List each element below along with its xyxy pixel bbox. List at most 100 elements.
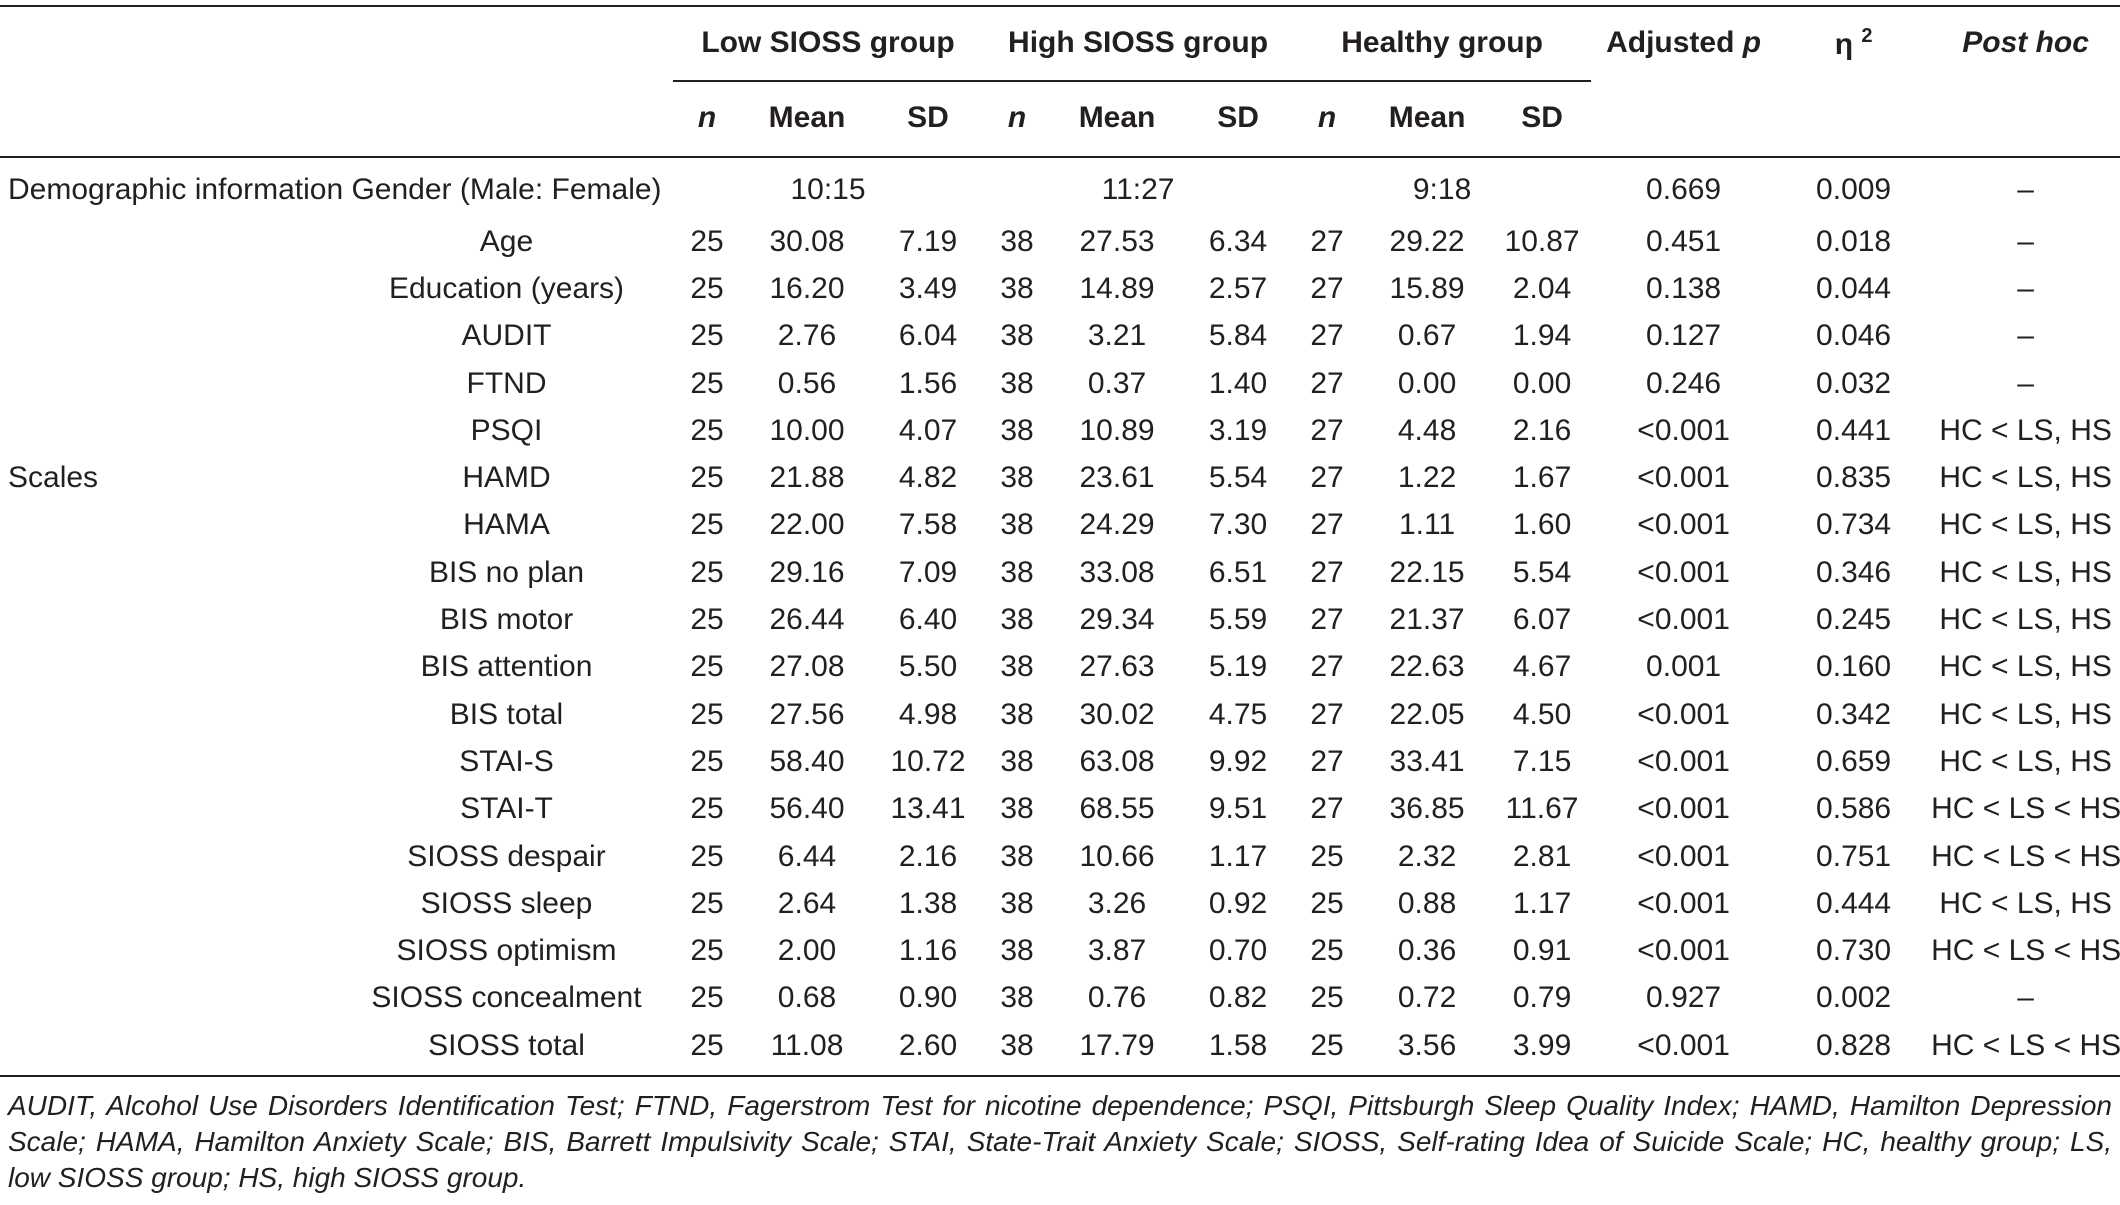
mean-cell: 29.16 xyxy=(769,555,845,589)
section-label xyxy=(0,1022,340,1069)
n-cell: 27 xyxy=(1310,461,1344,495)
n-cell: 27 xyxy=(1310,555,1344,589)
row-label: PSQI xyxy=(470,413,543,447)
header-healthy-group: Healthy group xyxy=(1341,26,1543,59)
n-cell: 38 xyxy=(1000,366,1034,400)
n-cell: 38 xyxy=(1000,603,1034,637)
mean-cell: 33.08 xyxy=(1079,555,1155,589)
table-row: HAMA 25 22.00 7.58 38 24.29 7.30 27 1.11 1.60 <0.0… xyxy=(0,502,2120,549)
mean-cell: 14.89 xyxy=(1079,271,1155,305)
sd-cell: 7.58 xyxy=(898,508,958,542)
subheader-sd: SD xyxy=(1521,101,1563,134)
mean-cell: 0.68 xyxy=(777,981,837,1015)
section-label xyxy=(0,833,340,880)
mean-cell: 21.88 xyxy=(769,461,845,495)
n-cell: 27 xyxy=(1310,319,1344,353)
mean-cell: 30.02 xyxy=(1079,697,1155,731)
mean-cell: 29.34 xyxy=(1079,603,1155,637)
eta-squared-cell: 0.444 xyxy=(1816,886,1892,920)
adjusted-p-cell: <0.001 xyxy=(1637,886,1730,920)
subheader-n: n xyxy=(697,101,717,134)
n-cell: 38 xyxy=(1000,839,1034,873)
section-label xyxy=(0,265,340,312)
mean-cell: 33.41 xyxy=(1389,744,1465,778)
sd-cell: 2.81 xyxy=(1512,839,1572,873)
mean-cell: 68.55 xyxy=(1079,792,1155,826)
n-cell: 25 xyxy=(690,319,724,353)
n-cell: 38 xyxy=(1000,271,1034,305)
table-row: FTND 25 0.56 1.56 38 0.37 1.40 27 0.00 0.00 0.246 0… xyxy=(0,360,2120,407)
n-cell: 27 xyxy=(1310,508,1344,542)
sd-cell: 13.41 xyxy=(890,792,966,826)
high-group-underline xyxy=(983,80,1293,82)
n-cell: 27 xyxy=(1310,603,1344,637)
adjusted-p-cell: 0.001 xyxy=(1646,650,1722,684)
section-label xyxy=(0,786,340,833)
adjusted-p-cell: <0.001 xyxy=(1637,413,1730,447)
section-label xyxy=(0,360,340,407)
adjusted-p-cell: <0.001 xyxy=(1637,697,1730,731)
eta-squared-cell: 0.009 xyxy=(1816,173,1892,206)
sd-cell: 9.92 xyxy=(1208,744,1268,778)
merged-cell: 9:18 xyxy=(1412,173,1472,206)
row-label: STAI-S xyxy=(459,744,554,778)
row-label: BIS no plan xyxy=(428,555,585,589)
mean-cell: 27.53 xyxy=(1079,224,1155,258)
n-cell: 25 xyxy=(690,555,724,589)
n-cell: 27 xyxy=(1310,366,1344,400)
sd-cell: 1.17 xyxy=(1208,839,1268,873)
sd-cell: 4.07 xyxy=(898,413,958,447)
table-footnote: AUDIT, Alcohol Use Disorders Identificat… xyxy=(8,1090,2112,1193)
table-row: Demographic information Gender (Male: Fem… xyxy=(0,156,2120,218)
post-hoc-cell: – xyxy=(2017,173,2034,206)
merged-cell: 11:27 xyxy=(1101,173,1175,206)
mean-cell: 2.64 xyxy=(777,886,837,920)
mean-cell: 3.26 xyxy=(1087,886,1147,920)
sd-cell: 0.82 xyxy=(1208,981,1268,1015)
n-cell: 27 xyxy=(1310,697,1344,731)
subheader-mean: Mean xyxy=(768,101,846,134)
sd-cell: 1.38 xyxy=(898,886,958,920)
n-cell: 38 xyxy=(1000,555,1034,589)
sd-cell: 6.51 xyxy=(1208,555,1268,589)
section-label xyxy=(0,502,340,549)
mean-cell: 27.08 xyxy=(769,650,845,684)
row-label: HAMA xyxy=(463,508,550,542)
section-label xyxy=(0,644,340,691)
sd-cell: 10.72 xyxy=(890,744,966,778)
header-adjusted-p: Adjusted p xyxy=(1606,26,1762,59)
sd-cell: 5.19 xyxy=(1208,650,1268,684)
table-row: SIOSS despair 25 6.44 2.16 38 10.66 1.17 25 2.32… xyxy=(0,833,2120,880)
table-body: Demographic information Gender (Male: Fem… xyxy=(0,156,2120,1069)
n-cell: 25 xyxy=(1310,839,1344,873)
subheader-n: n xyxy=(1007,101,1027,134)
n-cell: 25 xyxy=(1310,886,1344,920)
eta-squared-cell: 0.751 xyxy=(1816,839,1892,873)
row-label: BIS total xyxy=(449,697,564,731)
header-blank xyxy=(340,6,673,80)
eta-squared-cell: 0.734 xyxy=(1816,508,1892,542)
sd-cell: 1.56 xyxy=(898,366,958,400)
eta-squared-cell: 0.835 xyxy=(1816,461,1892,495)
post-hoc-cell: HC < LS, HS xyxy=(1939,650,2112,684)
sd-cell: 1.58 xyxy=(1208,1028,1268,1062)
row-label: SIOSS despair xyxy=(407,839,606,873)
mean-cell: 16.20 xyxy=(769,271,845,305)
n-cell: 38 xyxy=(1000,224,1034,258)
mean-cell: 0.76 xyxy=(1087,981,1147,1015)
mean-cell: 0.56 xyxy=(777,366,837,400)
sd-cell: 9.51 xyxy=(1208,792,1268,826)
adjusted-p-cell: 0.669 xyxy=(1646,173,1722,206)
sd-cell: 4.82 xyxy=(898,461,958,495)
row-label: STAI-T xyxy=(460,792,553,826)
n-cell: 38 xyxy=(1000,792,1034,826)
mean-cell: 0.88 xyxy=(1397,886,1457,920)
mean-cell: 21.37 xyxy=(1389,603,1465,637)
mean-cell: 10.66 xyxy=(1079,839,1155,873)
mean-cell: 30.08 xyxy=(769,224,845,258)
n-cell: 38 xyxy=(1000,508,1034,542)
subheader-sd: SD xyxy=(907,101,949,134)
n-cell: 25 xyxy=(690,413,724,447)
header-blank xyxy=(0,6,340,80)
section-label xyxy=(0,880,340,927)
